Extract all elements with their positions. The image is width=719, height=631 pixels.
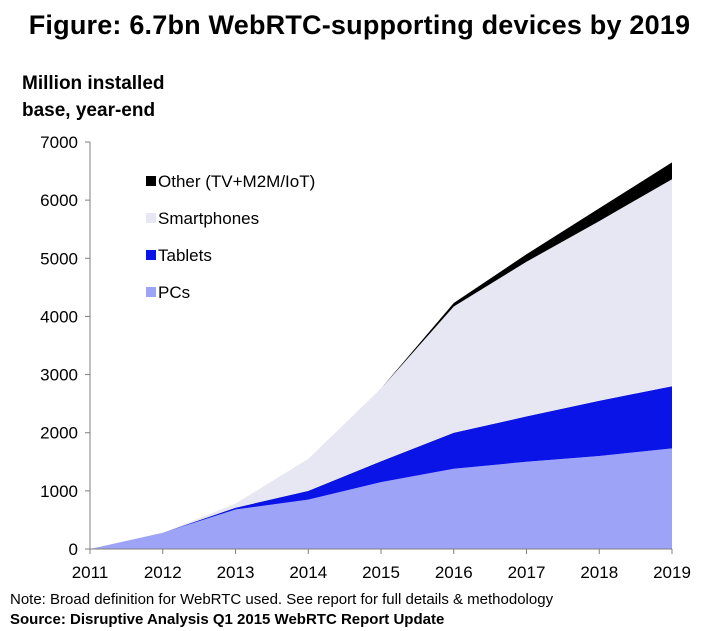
- chart-title: Figure: 6.7bn WebRTC-supporting devices …: [28, 10, 691, 40]
- x-tick-label: 2015: [362, 563, 400, 582]
- y-tick-label: 1000: [40, 482, 78, 501]
- y-tick-label: 0: [69, 540, 78, 559]
- legend-swatch: [146, 287, 156, 297]
- legend-swatch: [146, 213, 156, 223]
- legend-item: Other (TV+M2M/IoT): [146, 172, 315, 191]
- legend-swatch: [146, 250, 156, 260]
- y-tick-label: 7000: [40, 133, 78, 152]
- chart-source: Source: Disruptive Analysis Q1 2015 WebR…: [10, 611, 445, 628]
- x-tick-label: 2014: [289, 563, 327, 582]
- chart-note: Note: Broad definition for WebRTC used. …: [10, 591, 554, 608]
- x-tick-label: 2011: [72, 563, 109, 582]
- y-tick-label: 4000: [40, 307, 78, 326]
- x-tick-label: 2018: [580, 563, 618, 582]
- area-tablets: [90, 386, 672, 549]
- y-axis-label: Million installed base, year-end: [22, 70, 222, 124]
- legend-label: Tablets: [158, 246, 212, 265]
- legend-label: Other (TV+M2M/IoT): [158, 172, 315, 191]
- area-pcs: [90, 448, 672, 549]
- y-tick-label: 6000: [40, 191, 78, 210]
- x-tick-label: 2019: [653, 563, 691, 582]
- legend-item: Smartphones: [146, 209, 259, 228]
- x-tick-label: 2013: [217, 563, 255, 582]
- legend-item: Tablets: [146, 246, 212, 265]
- y-axis-label-line-2: base, year-end: [22, 100, 156, 121]
- legend-item: PCs: [146, 283, 190, 302]
- legend-swatch: [146, 176, 156, 186]
- y-tick-label: 5000: [40, 249, 78, 268]
- legend: Other (TV+M2M/IoT) Smartphones Tablets PCs: [146, 172, 315, 302]
- y-axis-label-line-1: Million installed: [22, 73, 165, 94]
- area-series-group: [90, 162, 672, 549]
- area-other-tv-m2m-iot: [90, 162, 672, 549]
- legend-label: Smartphones: [158, 209, 259, 228]
- area-smartphones: [90, 179, 672, 549]
- y-tick-label: 3000: [40, 366, 78, 385]
- axes-group: 0 1000 2000 3000 4000 5000 6000 7000 2011 2012 201…: [40, 133, 691, 582]
- y-tick-label: 2000: [40, 424, 78, 443]
- x-tick-label: 2012: [144, 563, 182, 582]
- legend-label: PCs: [158, 283, 190, 302]
- x-tick-label: 2016: [435, 563, 473, 582]
- x-tick-label: 2017: [508, 563, 546, 582]
